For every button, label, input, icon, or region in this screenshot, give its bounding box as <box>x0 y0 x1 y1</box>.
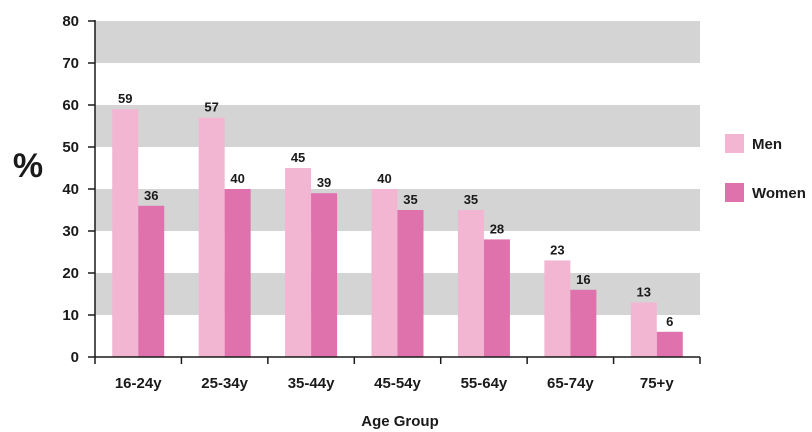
y-tick-label: 80 <box>62 13 79 30</box>
y-tick-label: 20 <box>62 265 79 282</box>
bar-men-45-54y <box>371 189 398 357</box>
bar-men-55-64y <box>457 210 484 357</box>
legend-label-men: Men <box>752 136 782 153</box>
y-tick-label: 70 <box>62 55 79 72</box>
bar-men-16-24y <box>112 109 139 357</box>
data-labels: 59 36 57 40 45 39 40 35 35 28 23 16 13 6 <box>118 91 673 329</box>
x-tick-label-25-34y: 25-34y <box>201 375 248 392</box>
x-tick-label-75+y: 75+y <box>640 375 674 392</box>
y-tick-label: 10 <box>62 307 79 324</box>
x-tick-label-65-74y: 65-74y <box>547 375 594 392</box>
x-tick-label-35-44y: 35-44y <box>288 375 335 392</box>
y-tick-label: 60 <box>62 97 79 114</box>
x-tick-label-16-24y: 16-24y <box>115 375 162 392</box>
data-label-men-25-34y: 57 <box>204 100 218 115</box>
bar-men-75+y <box>630 302 657 357</box>
y-axis-title: % <box>13 147 43 185</box>
bar-women-25-34y <box>224 189 251 357</box>
data-label-men-65-74y: 23 <box>550 242 564 257</box>
data-label-women-35-44y: 39 <box>317 175 331 190</box>
x-axis-title: Age Group <box>361 413 439 430</box>
data-label-men-16-24y: 59 <box>118 91 132 106</box>
legend: Men Women <box>725 134 806 202</box>
axes <box>88 20 701 364</box>
data-label-women-55-64y: 28 <box>490 221 504 236</box>
data-label-women-16-24y: 36 <box>144 188 158 203</box>
x-tick-labels: 16-24y 25-34y 35-44y 45-54y 55-64y 65-74y 75+y <box>115 375 674 392</box>
bar-men-35-44y <box>285 168 312 357</box>
y-tick-label: 40 <box>62 181 79 198</box>
data-label-women-45-54y: 35 <box>403 192 417 207</box>
data-label-men-55-64y: 35 <box>464 192 478 207</box>
bar-women-45-54y <box>397 210 424 357</box>
bars <box>112 109 683 357</box>
bar-women-35-44y <box>311 193 338 357</box>
bar-women-65-74y <box>570 289 597 357</box>
bar-men-65-74y <box>544 260 571 357</box>
data-label-women-65-74y: 16 <box>576 272 590 287</box>
legend-swatch-men <box>725 134 744 153</box>
x-tick-label-45-54y: 45-54y <box>374 375 421 392</box>
bar-men-25-34y <box>198 117 225 357</box>
bar-women-55-64y <box>483 239 510 357</box>
data-label-men-35-44y: 45 <box>291 150 305 165</box>
y-tick-labels: 0 10 20 30 40 50 60 70 80 <box>62 13 79 366</box>
legend-label-women: Women <box>752 185 806 202</box>
x-tick-label-55-64y: 55-64y <box>461 375 508 392</box>
grid-band <box>95 21 700 63</box>
y-tick-label: 50 <box>62 139 79 156</box>
bar-women-75+y <box>656 331 683 357</box>
bar-women-16-24y <box>138 205 165 357</box>
data-label-women-75+y: 6 <box>666 314 673 329</box>
legend-swatch-women <box>725 183 744 202</box>
data-label-men-75+y: 13 <box>637 284 651 299</box>
y-tick-label: 0 <box>71 349 79 366</box>
grid-band <box>95 105 700 147</box>
y-tick-label: 30 <box>62 223 79 240</box>
data-label-women-25-34y: 40 <box>230 171 244 186</box>
data-label-men-45-54y: 40 <box>377 171 391 186</box>
